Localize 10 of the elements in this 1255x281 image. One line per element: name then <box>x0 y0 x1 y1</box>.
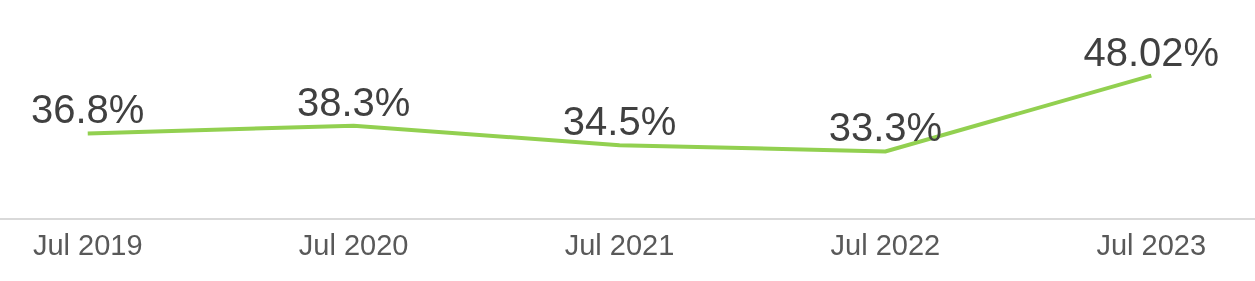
data-label: 34.5% <box>562 99 677 144</box>
x-tick-label: Jul 2022 <box>830 228 941 261</box>
data-label: 36.8% <box>31 87 145 132</box>
x-tick-label: Jul 2020 <box>298 228 409 261</box>
data-label: 33.3% <box>828 105 943 150</box>
x-tick-label: Jul 2019 <box>32 228 143 261</box>
x-tick-label: Jul 2023 <box>1096 228 1207 261</box>
x-tick-label: Jul 2021 <box>564 228 675 261</box>
data-label: 38.3% <box>296 79 411 124</box>
data-label: 48.02% <box>1083 29 1220 74</box>
